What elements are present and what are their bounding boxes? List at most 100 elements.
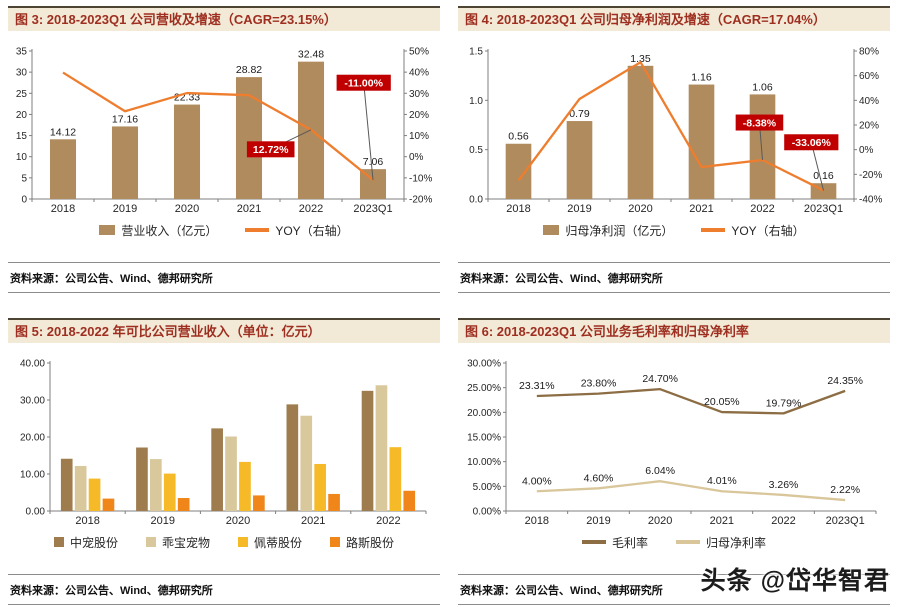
legend-bar-swatch	[543, 225, 560, 235]
svg-text:0.00: 0.00	[26, 507, 46, 518]
legend-item: 归母净利率	[676, 534, 766, 551]
legend-label: 归母净利率	[706, 535, 767, 550]
legend-label: 路斯股份	[346, 535, 395, 550]
bar-series	[102, 490, 416, 511]
legend-item: 毛利率	[581, 534, 648, 551]
bar	[173, 104, 201, 199]
bar	[253, 495, 265, 511]
svg-text:20.00: 20.00	[20, 433, 45, 444]
legend-item: 中宠股份	[53, 534, 118, 551]
svg-text:10%: 10%	[409, 131, 429, 142]
legend-line-swatch	[676, 540, 700, 544]
svg-text:2021: 2021	[710, 515, 734, 527]
svg-text:5: 5	[21, 173, 27, 184]
svg-text:0: 0	[21, 195, 27, 206]
figure-4-header: 图 4: 2018-2023Q1 公司归母净利润及增速（CAGR=17.04%）	[458, 6, 890, 31]
source-text: 资料来源：公司公告、Wind、德邦研究所	[10, 585, 213, 597]
bar	[389, 447, 402, 511]
svg-text:10.00%: 10.00%	[467, 457, 501, 468]
watermark: 头条 @岱华智君	[700, 567, 890, 595]
svg-text:14.12: 14.12	[50, 126, 76, 138]
figure-3-header: 图 3: 2018-2023Q1 公司营收及增速（CAGR=23.15%）	[8, 6, 440, 31]
bar	[375, 385, 388, 511]
svg-text:0.00%: 0.00%	[473, 507, 501, 518]
bar	[300, 415, 313, 511]
bar	[235, 77, 263, 199]
figure-5-chart: 0.00 10.00 20.00 30.00 40.00 2018 2019 2020 2021…	[20, 359, 427, 527]
svg-text:2019: 2019	[113, 203, 137, 215]
bar	[239, 461, 251, 511]
line-series	[536, 387, 846, 415]
line-series	[62, 71, 374, 181]
figure-6-chart: 0.00% 5.00% 10.00% 15.00% 20.00% 25.00% 30.00%…	[467, 359, 877, 527]
svg-text:1.5: 1.5	[469, 47, 483, 58]
legend-bar-swatch	[238, 537, 248, 547]
svg-text:0.79: 0.79	[569, 108, 590, 120]
svg-text:1.06: 1.06	[752, 81, 773, 93]
bar	[150, 459, 162, 511]
legend-line-swatch	[245, 228, 270, 232]
svg-text:4.60%: 4.60%	[584, 472, 614, 484]
bar	[163, 473, 176, 511]
bar-series	[74, 385, 388, 511]
svg-text:2023Q1: 2023Q1	[353, 203, 392, 215]
svg-text:1.35: 1.35	[630, 53, 651, 65]
svg-text:-8.38%: -8.38%	[743, 117, 777, 129]
svg-text:2023Q1: 2023Q1	[804, 203, 843, 215]
annotation-connector	[363, 82, 374, 181]
bar	[102, 498, 115, 511]
legend-label: 毛利率	[611, 535, 648, 550]
svg-text:2019: 2019	[586, 515, 610, 527]
svg-text:2021: 2021	[237, 203, 261, 215]
figure-4-chart-area: 0.0 0.5 1.0 1.5 -40% -20% 0% 20% 40% 60% 80% 2018 20…	[458, 35, 890, 217]
figure-5-header: 图 5: 2018-2022 年可比公司营业收入（单位：亿元）	[8, 318, 440, 343]
source-text: 资料来源：公司公告、Wind、德邦研究所	[460, 273, 663, 285]
legend-item: 佩蒂股份	[238, 534, 302, 551]
svg-text:-11.00%: -11.00%	[344, 78, 383, 90]
legend-label: 营业收入（亿元）	[121, 223, 218, 238]
svg-text:25.00%: 25.00%	[467, 383, 501, 394]
svg-text:-20%: -20%	[409, 195, 432, 206]
svg-text:0.5: 0.5	[469, 145, 483, 156]
figure-5-legend: 中宠股份 乖宝宠物 佩蒂股份 路斯股份	[8, 529, 440, 557]
legend-item: YOY（右轴）	[245, 222, 349, 239]
svg-text:30.00%: 30.00%	[467, 359, 501, 370]
legend-bar-swatch	[145, 537, 156, 547]
svg-text:20%: 20%	[409, 110, 429, 121]
svg-text:80%: 80%	[859, 47, 879, 58]
svg-text:-40%: -40%	[859, 195, 882, 206]
bar	[88, 478, 101, 511]
figure-5-title: 图 5: 2018-2022 年可比公司营业收入（单位：亿元）	[15, 324, 321, 339]
bar	[749, 94, 776, 199]
bar-series	[88, 447, 402, 511]
legend-line-swatch	[701, 228, 726, 232]
svg-text:-33.06%: -33.06%	[792, 137, 832, 149]
legend-item: 乖宝宠物	[145, 534, 210, 551]
legend-label: YOY（右轴）	[275, 223, 349, 238]
svg-text:20.05%: 20.05%	[704, 396, 740, 408]
svg-text:35: 35	[16, 47, 28, 58]
svg-text:20.00%: 20.00%	[467, 408, 501, 419]
legend-label: 归母净利润（亿元）	[565, 223, 674, 238]
line-series	[536, 480, 846, 502]
svg-text:2022: 2022	[771, 515, 795, 527]
svg-text:0.56: 0.56	[508, 131, 529, 143]
bar-series	[505, 65, 837, 199]
bar	[566, 121, 593, 199]
annotation-box	[246, 141, 295, 158]
svg-text:2018: 2018	[506, 203, 530, 215]
legend-bar-swatch	[330, 537, 341, 547]
svg-text:17.16: 17.16	[112, 113, 138, 125]
svg-text:-10%: -10%	[409, 173, 432, 184]
svg-text:23.31%: 23.31%	[519, 380, 555, 392]
figure-6-legend: 毛利率 归母净利率	[458, 529, 890, 557]
figure-3-panel: 图 3: 2018-2023Q1 公司营收及增速（CAGR=23.15%） 0 5…	[8, 6, 440, 293]
svg-text:2022: 2022	[750, 203, 774, 215]
svg-text:2019: 2019	[151, 515, 175, 527]
svg-text:19.79%: 19.79%	[766, 397, 802, 409]
bar	[177, 498, 190, 511]
figure-6-header: 图 6: 2018-2023Q1 公司业务毛利率和归母净利率	[458, 318, 890, 343]
figure-6-chart-area: 0.00% 5.00% 10.00% 15.00% 20.00% 25.00% 30.00%…	[458, 347, 890, 529]
svg-text:30: 30	[16, 68, 28, 79]
svg-text:7.06: 7.06	[363, 156, 384, 168]
